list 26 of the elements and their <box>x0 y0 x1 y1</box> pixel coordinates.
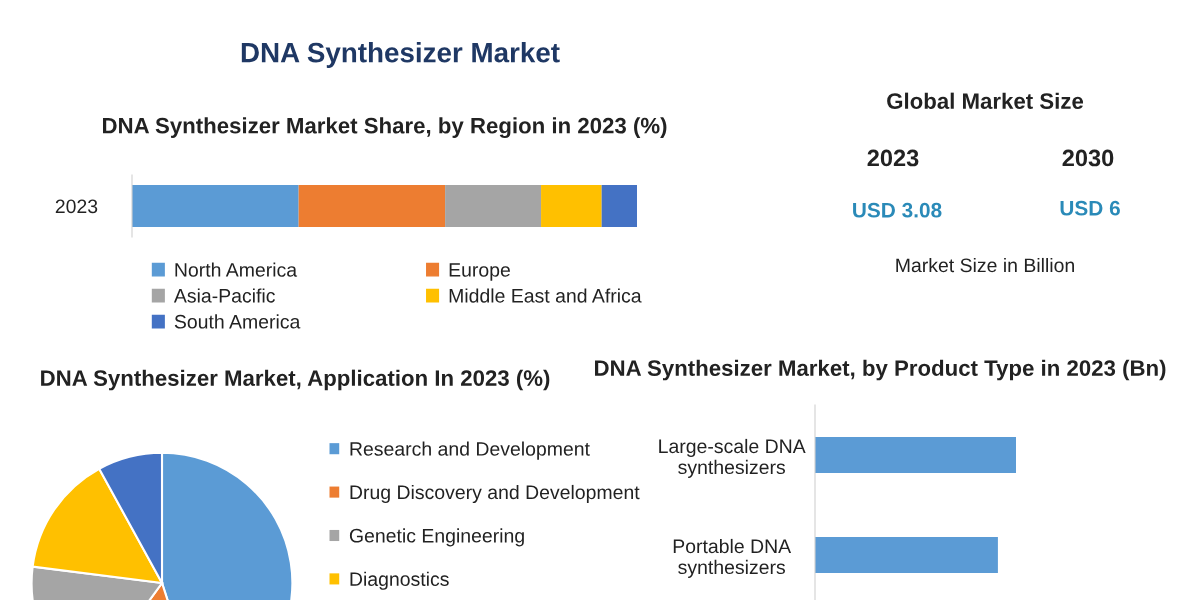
text: Market Size in Billion <box>896 257 1074 273</box>
text: USD 3.08 <box>853 202 942 218</box>
y-tick-label: Portable DNA synthesizers <box>673 538 792 578</box>
legend-label: South America <box>174 314 301 329</box>
legend-label: Drug Discovery and Development <box>350 484 640 504</box>
text: USD 6 <box>1060 200 1120 216</box>
text: 2023 <box>55 199 98 214</box>
legend-label: Research and Development <box>350 441 590 460</box>
legend-label: Diagnostics <box>350 571 449 590</box>
legend-label: Middle East and Africa <box>449 288 642 303</box>
legend-label: Genetic Engineering <box>349 528 524 547</box>
y-tick-label: Large-scale DNA synthesizers <box>659 438 806 478</box>
chart-title: DNA Synthesizer Market, by Product Type in 2023 (Bn) <box>595 359 1166 381</box>
text: DNA Synthesizer Market <box>241 42 560 68</box>
chart-title: DNA Synthesizer Market, Application In 2023 (%) <box>41 369 550 391</box>
text: DNA Synthesizer Market Share, by Region in 2023 (%) <box>103 117 667 139</box>
bar <box>298 184 446 228</box>
text: Global Market Size <box>887 92 1084 109</box>
bar <box>445 184 542 228</box>
legend-label: Europe <box>449 263 510 281</box>
legend-label: Asia-Pacific <box>173 288 275 303</box>
bar <box>541 184 602 228</box>
bar <box>132 184 299 228</box>
legend-label: North America <box>175 262 298 277</box>
text: 2030 <box>1062 149 1114 167</box>
bar <box>601 184 637 228</box>
